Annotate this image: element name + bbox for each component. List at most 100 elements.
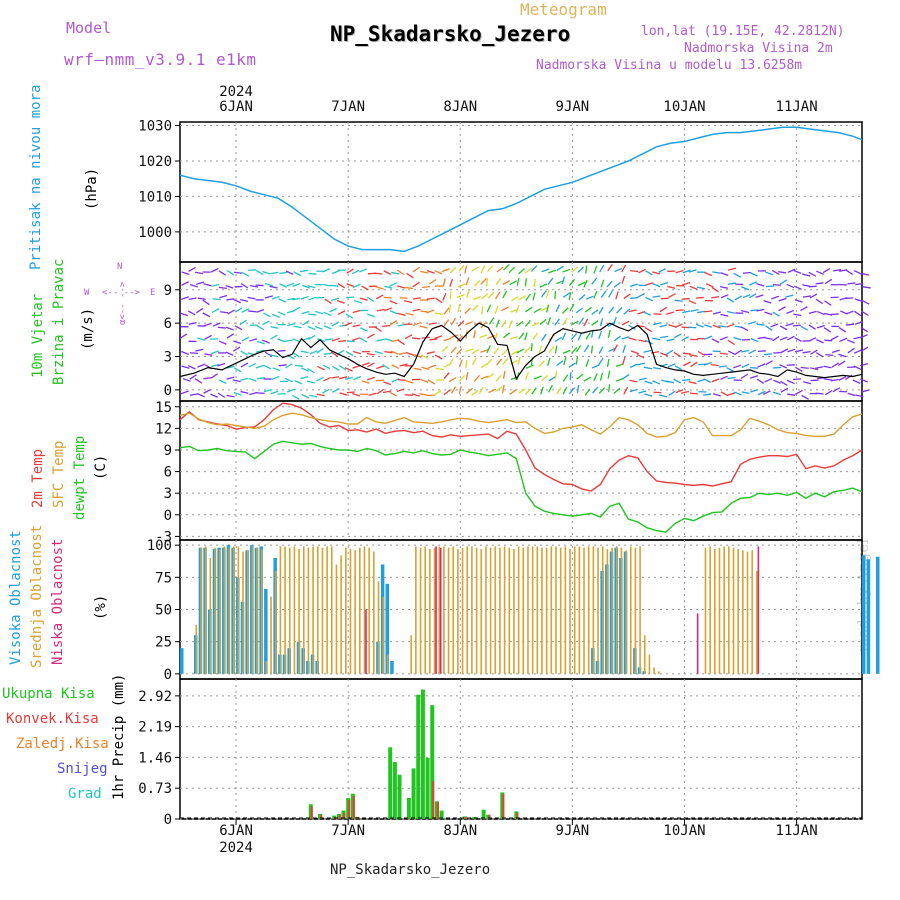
- wind-barb: [420, 270, 429, 274]
- wind-barb: [690, 361, 698, 368]
- wind-barb: [548, 346, 555, 354]
- wind-barb: [421, 285, 430, 289]
- temp-line-temp_sfc: [179, 412, 863, 438]
- wind-barb: [653, 322, 662, 326]
- wind-barb: [353, 300, 362, 304]
- wind-barb: [217, 326, 226, 329]
- wind-barb: [712, 324, 721, 329]
- wind-barb: [419, 393, 428, 396]
- wind-barb: [808, 285, 817, 288]
- wind-barb: [352, 365, 361, 369]
- wind-barb: [568, 362, 576, 368]
- wind-barb: [607, 263, 613, 272]
- wind-barb: [271, 375, 280, 380]
- cloud-bar-cloud_mid: [293, 546, 296, 674]
- wind-barb: [443, 389, 451, 396]
- wind-barb: [210, 393, 218, 398]
- wind-barb: [502, 290, 508, 299]
- wind-barb: [352, 337, 361, 342]
- wind-barb: [861, 389, 870, 393]
- cloud-bar-cloud_mid: [718, 547, 721, 674]
- wind-barb: [833, 269, 842, 272]
- wind-barb: [493, 347, 500, 355]
- wind-barb: [261, 320, 270, 326]
- wind-barb: [598, 306, 604, 315]
- wind-barb: [772, 391, 781, 396]
- wind-barb: [688, 326, 697, 329]
- wind-barb: [441, 267, 450, 273]
- wind-barb: [598, 357, 604, 366]
- wind-barb: [673, 351, 681, 358]
- wind-barb: [853, 349, 862, 354]
- wind-barb: [847, 347, 855, 354]
- y-tick-label: 9: [164, 443, 172, 459]
- wind-barb: [203, 322, 212, 327]
- wind-barb: [808, 324, 816, 330]
- wind-barb: [712, 393, 721, 397]
- y-tick-label: 75: [155, 570, 172, 586]
- wind-barb: [755, 294, 764, 298]
- wind-barb: [272, 313, 281, 319]
- wind-barb: [456, 348, 463, 355]
- cloud-bar-cloud_mid: [564, 546, 567, 674]
- cloud-bar-cloud_mid: [536, 546, 539, 674]
- wind-barb: [733, 272, 742, 278]
- wind-barb: [569, 372, 572, 381]
- cloud-bar-cloud_mid: [228, 547, 230, 674]
- wind-barb: [530, 343, 533, 352]
- wind-barb: [749, 375, 759, 379]
- wind-barb: [696, 286, 706, 290]
- wind-barb: [787, 335, 795, 341]
- wind-barb: [762, 390, 771, 395]
- wind-barb: [449, 266, 457, 274]
- wind-barb: [726, 297, 735, 303]
- wind-barb: [598, 346, 604, 354]
- wind-barb: [331, 376, 340, 379]
- wind-barb: [562, 386, 568, 395]
- wind-barb: [554, 290, 557, 300]
- wind-barb: [495, 319, 500, 328]
- wind-dir-arrows-label: <-- -->: [102, 288, 140, 298]
- wind-barb: [442, 278, 446, 287]
- wind-barb: [764, 353, 773, 356]
- wind-barb: [576, 384, 580, 394]
- wind-barb: [801, 394, 809, 400]
- wind-barb: [197, 337, 206, 341]
- cloud-bar-cloud_mid: [601, 546, 604, 674]
- cloud-bar-cloud_mid: [620, 547, 623, 674]
- wind-barb: [585, 359, 590, 368]
- wind-barb: [426, 351, 435, 355]
- cloud-bar-cloud_mid: [344, 547, 347, 674]
- cloud-bar-cloud_mid: [461, 547, 464, 674]
- wind-barb: [450, 386, 457, 394]
- wind-barb: [710, 364, 719, 367]
- cloud-bar-cloud_mid: [335, 564, 338, 674]
- cloud-bar-cloud_mid: [274, 570, 277, 674]
- precip-legend-frozen: Zaledj.Kisa: [16, 736, 109, 752]
- wind-barb: [382, 390, 392, 394]
- wind-barb: [420, 310, 429, 313]
- wind-barb: [703, 324, 713, 328]
- wind-barb: [703, 393, 712, 396]
- wind-barb: [561, 332, 567, 341]
- wind-barb: [845, 310, 854, 315]
- wind-barb: [718, 365, 727, 368]
- cloud-bar-cloud_mid: [256, 547, 258, 674]
- wind-barb: [450, 346, 457, 354]
- wind-barb: [861, 299, 870, 305]
- wind-barb: [234, 307, 243, 313]
- wind-barb: [420, 354, 429, 359]
- wind-barb: [720, 272, 729, 277]
- wind-barb: [727, 282, 736, 285]
- cloud-bar-cloud_mid: [732, 547, 735, 674]
- wind-barb: [577, 266, 584, 273]
- wind-barb: [824, 300, 832, 306]
- wind-barb: [241, 308, 250, 313]
- wind-barb: [741, 310, 750, 314]
- wind-barb: [770, 323, 779, 328]
- precip-legend-total: Ukupna Kisa: [2, 686, 95, 702]
- wind-barb: [554, 336, 563, 342]
- wind-barb: [346, 391, 355, 394]
- wind-barb: [688, 299, 697, 305]
- precip-bar-precip_total: [392, 762, 397, 819]
